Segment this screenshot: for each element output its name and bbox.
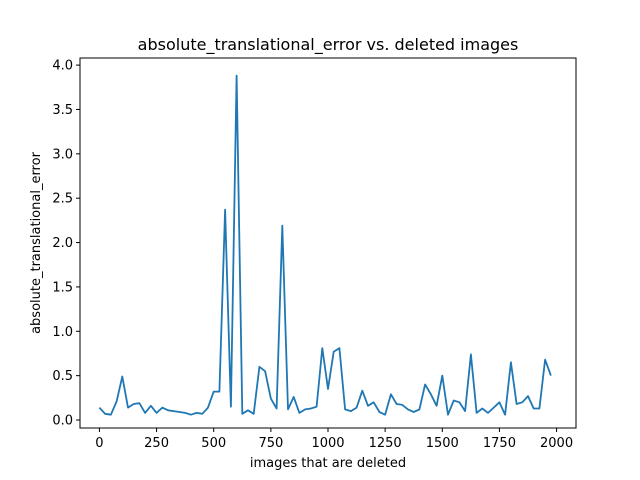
x-tick-label: 2000 [540,436,573,451]
series-layer [98,74,552,416]
y-tick-label: 1.0 [52,325,73,340]
plot-area-frame [79,57,577,429]
x-tick-label: 0 [95,436,103,451]
x-tick-label: 1500 [426,436,459,451]
y-tick-label: 4.0 [52,59,73,74]
chart-title: absolute_translational_error vs. deleted… [138,35,519,55]
x-tick-label: 1750 [483,436,516,451]
series-line-0 [98,74,552,416]
ticks-layer: 0 250 500 750 1000 1250 1500 1750 2000 0.0 0.5 1.0 1… [52,59,573,451]
x-tick-label: 500 [201,436,226,451]
x-tick-label: 1000 [311,436,344,451]
y-axis-label: absolute_translational_error [29,151,44,333]
y-tick-label: 2.5 [52,192,73,207]
x-tick-label: 1250 [369,436,402,451]
y-tick-label: 3.0 [52,147,73,162]
y-tick-label: 1.5 [52,280,73,295]
y-tick-label: 0.5 [52,369,73,384]
y-tick-label: 2.0 [52,236,73,251]
y-tick-label: 0.0 [52,414,73,429]
y-tick-label: 3.5 [52,103,73,118]
x-axis-label: images that are deleted [250,456,406,471]
x-tick-label: 750 [258,436,283,451]
x-tick-label: 250 [144,436,169,451]
